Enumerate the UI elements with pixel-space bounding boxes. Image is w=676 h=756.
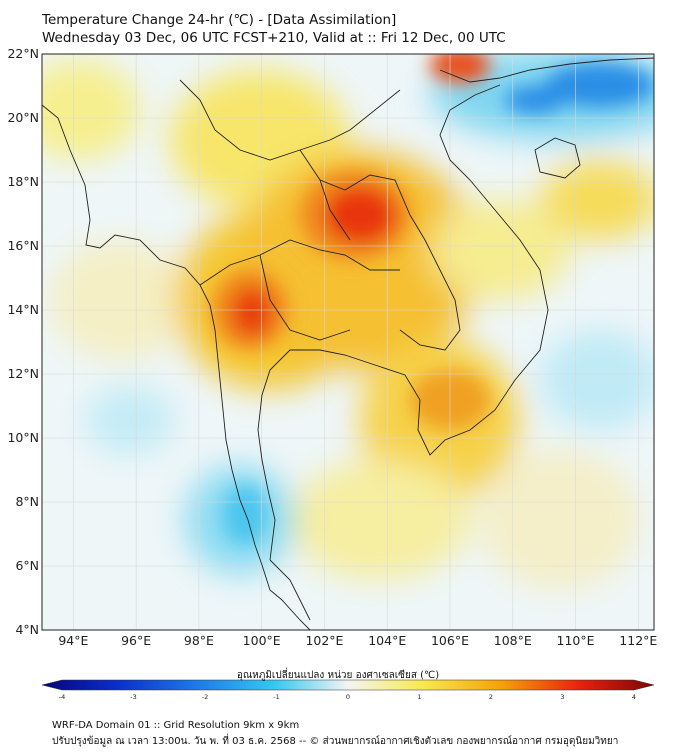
colorbar: -4 -3 -2 -1 0 1 2 3 4 xyxy=(41,679,655,701)
lat-tick-label: 8°N xyxy=(15,494,39,509)
colorbar-tick: 0 xyxy=(346,693,350,701)
map-title-line2: Wednesday 03 Dec, 06 UTC FCST+210, Valid… xyxy=(42,30,506,46)
lon-tick-label: 94°E xyxy=(58,633,88,648)
footer-model-info: WRF-DA Domain 01 :: Grid Resolution 9km … xyxy=(52,720,300,731)
longitude-tick-labels: 94°E 96°E 98°E 100°E 102°E 104°E 106°E 108°E 110… xyxy=(58,633,657,648)
temperature-field xyxy=(42,54,654,630)
colorbar-label: อุณหภูมิเปลี่ยนแปลง หน่วย องศาเซลเซียส (… xyxy=(236,670,440,681)
lat-tick-label: 4°N xyxy=(15,622,39,637)
lat-tick-label: 12°N xyxy=(7,366,39,381)
colorbar-tick-labels: -4 -3 -2 -1 0 1 2 3 4 xyxy=(59,693,636,701)
lon-tick-label: 96°E xyxy=(121,633,151,648)
lon-tick-label: 98°E xyxy=(184,633,214,648)
lon-tick-label: 104°E xyxy=(368,633,406,648)
lon-tick-label: 108°E xyxy=(494,633,532,648)
lat-tick-label: 16°N xyxy=(7,238,39,253)
coastline-outlines xyxy=(42,57,654,630)
colorbar-tick: 4 xyxy=(632,693,636,701)
latitude-tick-labels: 22°N 20°N 18°N 16°N 14°N 12°N 10°N 8°N 6°N 4°N xyxy=(7,46,39,637)
colorbar-tick: 2 xyxy=(489,693,493,701)
footer-update-info: ปรับปรุงข้อมูล ณ เวลา 13:00น. วัน พ. ที่… xyxy=(52,736,619,747)
lon-tick-label: 110°E xyxy=(557,633,595,648)
lon-tick-label: 102°E xyxy=(305,633,343,648)
lat-tick-label: 14°N xyxy=(7,302,39,317)
map-title-line1: Temperature Change 24-hr (℃) - [Data Ass… xyxy=(42,12,397,28)
lon-tick-label: 106°E xyxy=(431,633,469,648)
lat-tick-label: 10°N xyxy=(7,430,39,445)
colorbar-tick: -3 xyxy=(130,693,136,701)
colorbar-tick: -2 xyxy=(202,693,208,701)
lat-tick-label: 18°N xyxy=(7,174,39,189)
colorbar-tick: 3 xyxy=(560,693,564,701)
colorbar-tick: 1 xyxy=(417,693,421,701)
colorbar-tick: -1 xyxy=(273,693,279,701)
colorbar-tick: -4 xyxy=(59,693,65,701)
lat-tick-label: 20°N xyxy=(7,110,39,125)
map-frame xyxy=(41,53,655,631)
lat-tick-label: 6°N xyxy=(15,558,39,573)
lat-tick-label: 22°N xyxy=(7,46,39,61)
colorbar-bar xyxy=(41,679,655,691)
lon-tick-label: 112°E xyxy=(619,633,657,648)
lon-tick-label: 100°E xyxy=(243,633,281,648)
